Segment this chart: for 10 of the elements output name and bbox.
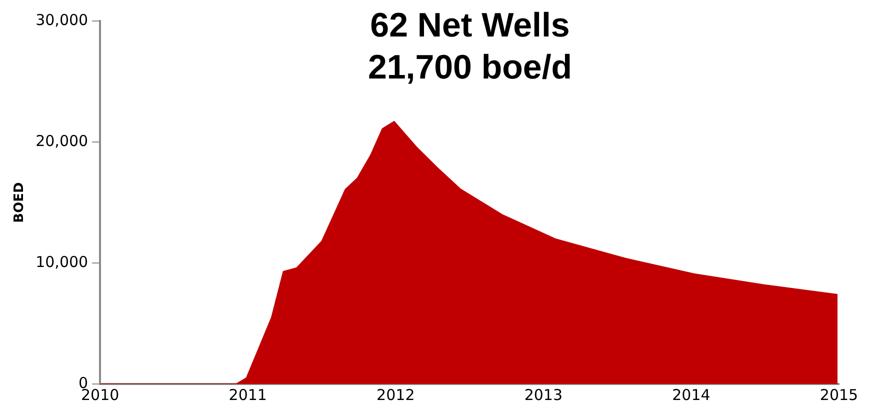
x-tick-label: 2013: [524, 386, 563, 404]
x-tick-label: 2015: [820, 386, 858, 404]
y-axis-title: BOED: [12, 182, 28, 223]
chart-title: 62 Net Wells 21,700 boe/d: [368, 6, 572, 86]
x-tick-label: 2012: [376, 386, 415, 404]
x-tick-label: 2011: [228, 386, 267, 404]
y-tick-label: 10,000: [36, 252, 88, 271]
y-tick-label: 30,000: [36, 10, 88, 29]
y-tick-label: 20,000: [36, 132, 88, 150]
x-tick-label: 2014: [672, 386, 710, 404]
